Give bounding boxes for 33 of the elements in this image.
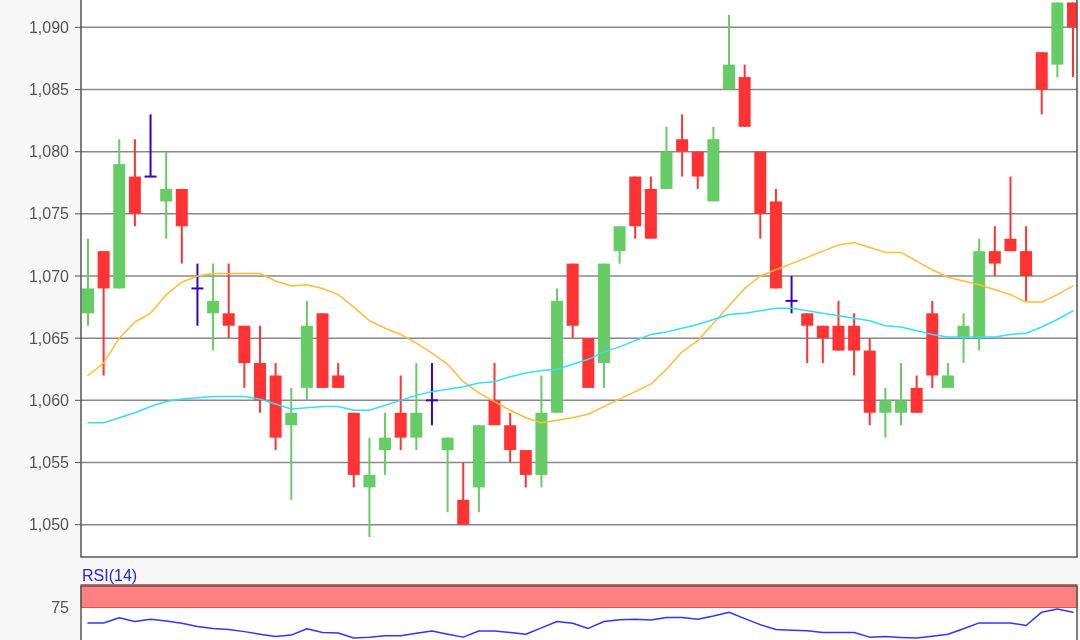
y-tick-label: 1,090 [28, 18, 70, 36]
candlestick [1004, 175, 1017, 253]
candlestick [441, 436, 454, 514]
y-tick-label: 1,070 [28, 267, 70, 285]
candlestick [160, 150, 173, 240]
candlestick [879, 386, 892, 439]
y-tick-label: 1,065 [28, 329, 70, 347]
candlestick [332, 362, 345, 389]
candlestick [941, 362, 954, 389]
candlestick [190, 262, 205, 327]
candlestick [895, 362, 908, 427]
y-tick-label: 1,080 [28, 143, 70, 161]
candlestick [988, 225, 1001, 278]
chart-title: RSI(14) [82, 567, 138, 584]
candlestick [784, 275, 799, 315]
candlestick [676, 113, 689, 178]
candlestick [222, 262, 235, 340]
candlestick [816, 324, 829, 365]
candlestick [363, 436, 376, 539]
y-tick-label: 1,060 [28, 391, 70, 409]
line-series [87, 307, 1074, 424]
candlestick [285, 386, 298, 501]
y-tick-label: 1,050 [28, 516, 70, 534]
y-tick-label: 1,075 [28, 205, 70, 223]
candlestick [143, 113, 158, 178]
y-tick-label: 1,085 [28, 81, 70, 99]
candlestick [379, 411, 392, 476]
text: 75 [51, 599, 70, 617]
y-tick-label: 1,055 [28, 454, 70, 472]
line-series [87, 241, 1074, 424]
candlestick [801, 312, 814, 365]
candlestick [424, 362, 439, 427]
candlestick [207, 262, 220, 352]
